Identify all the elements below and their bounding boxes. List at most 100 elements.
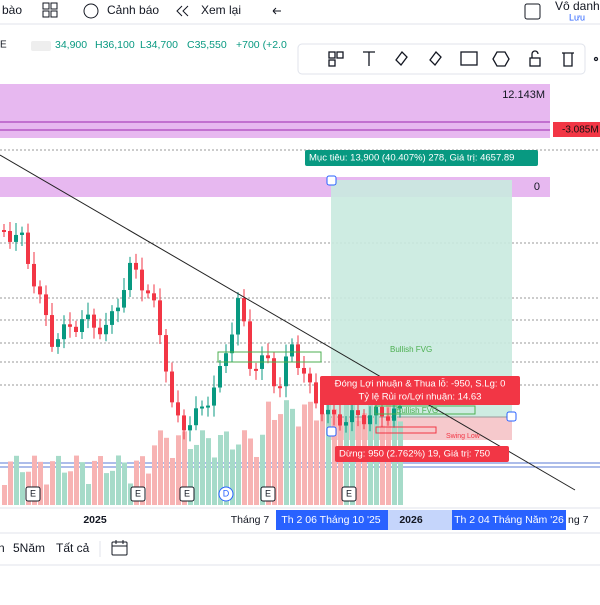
- volume-bar: [230, 449, 235, 505]
- volume-bar: [302, 404, 307, 505]
- volume-bar: [98, 456, 103, 505]
- candle-body: [344, 422, 348, 426]
- candle-body: [326, 409, 330, 415]
- volume-bar: [194, 444, 199, 505]
- candle-body: [248, 321, 252, 369]
- event-label: E: [265, 488, 271, 498]
- candle-body: [80, 319, 84, 332]
- candle-body: [284, 356, 288, 387]
- annotation: Bullish FVG: [396, 406, 438, 415]
- volume-bar: [62, 472, 67, 505]
- top-toolbar: bào Cảnh báo Xem lại Vô danh Lưu: [0, 0, 600, 25]
- event-label: E: [346, 488, 352, 498]
- candle-body: [20, 232, 24, 235]
- candle-body: [314, 382, 318, 404]
- range-button[interactable]: Tất cả: [56, 541, 90, 555]
- candle-body: [236, 298, 240, 335]
- volume-bar: [104, 473, 109, 505]
- candle-body: [50, 315, 54, 347]
- event-badge: [25, 486, 41, 502]
- volume-bar: [254, 456, 259, 505]
- candle-body: [116, 307, 120, 312]
- x-axis: 2025 Tháng 7 Th 2 06 Tháng 10 '25 2026 T…: [0, 507, 600, 532]
- candle-body: [56, 339, 60, 347]
- candle-body: [356, 410, 360, 416]
- volume-bar: [134, 460, 139, 505]
- event-label: E: [30, 488, 36, 498]
- candle-body: [170, 371, 174, 403]
- candle-body: [92, 314, 96, 328]
- candle-body: [200, 406, 204, 409]
- candle-body: [158, 300, 162, 336]
- toolbar-item[interactable]: Xem lại: [201, 3, 241, 17]
- event-badge: [260, 486, 276, 502]
- volume-bar: [332, 409, 337, 505]
- volume-bar: [44, 484, 49, 505]
- candle-body: [134, 262, 138, 270]
- volume-bar: [122, 462, 127, 505]
- candle-body: [98, 327, 102, 335]
- event-badge: [179, 486, 195, 502]
- candle-body: [110, 311, 114, 325]
- candle-body: [44, 294, 48, 316]
- candle-body: [296, 344, 300, 368]
- volume-bar: [212, 457, 217, 505]
- event-label: D: [223, 488, 230, 498]
- ohlc-close: C35,550: [187, 39, 227, 51]
- volume-bar: [380, 425, 385, 505]
- volume-bar: [146, 473, 151, 505]
- volume-bar: [14, 455, 19, 505]
- toolbar-item[interactable]: bào: [2, 3, 22, 17]
- volume-bar: [200, 430, 205, 505]
- candle-body: [152, 293, 156, 301]
- save-button[interactable]: Lưu: [569, 12, 585, 22]
- volume-bar: [20, 472, 25, 505]
- range-button[interactable]: n: [0, 541, 5, 555]
- toolbar-item[interactable]: Cảnh báo: [107, 3, 159, 17]
- x-label: Th 2 04 Tháng Năm '26: [454, 514, 564, 526]
- candle-body: [320, 403, 324, 415]
- candle-body: [368, 415, 372, 425]
- candle-body: [38, 286, 42, 295]
- volume-bar: [158, 430, 163, 505]
- volume-bar: [182, 431, 187, 505]
- range-button[interactable]: 5Năm: [13, 541, 45, 555]
- candle-body: [26, 232, 30, 264]
- candle-body: [8, 231, 12, 242]
- volume-bar: [218, 435, 223, 505]
- volume-bar: [116, 455, 121, 505]
- candle-body: [302, 367, 306, 374]
- user-name[interactable]: Vô danh: [555, 0, 600, 13]
- x-label: 2026: [399, 514, 423, 526]
- candle-body: [32, 263, 36, 287]
- volume-bar: [140, 456, 145, 505]
- candle-body: [266, 355, 270, 359]
- volume-bar: [296, 426, 301, 505]
- volume-bar: [206, 438, 211, 505]
- volume-bar: [278, 414, 283, 505]
- candle-body: [242, 298, 246, 322]
- marker-label: -3.085M: [562, 125, 599, 136]
- volume-bar: [56, 455, 61, 505]
- chart-area: Bullish FVG Bullish FVG Swing Low 12.143…: [0, 84, 600, 505]
- annotation: Swing Low: [446, 433, 481, 440]
- volume-bar: [320, 413, 325, 505]
- candle-body: [140, 269, 144, 291]
- candle-body: [14, 234, 18, 242]
- volume-bar: [74, 455, 79, 505]
- volume-bar: [224, 431, 229, 505]
- ohlc-open: 34,900: [55, 39, 87, 51]
- volume-bar: [176, 435, 181, 505]
- candle-body: [74, 326, 78, 332]
- candle-body: [224, 353, 228, 367]
- volume-bar: [398, 421, 403, 505]
- candle-body: [182, 415, 186, 431]
- volume-bar: [32, 455, 37, 505]
- candle-body: [212, 387, 216, 406]
- event-label: E: [184, 488, 190, 498]
- x-label: Tháng 7: [231, 514, 270, 526]
- target-label: Mục tiêu: 13,900 (40.407%) 278, Giá trị:…: [309, 153, 514, 164]
- candle-body: [392, 408, 396, 421]
- ohlc-high: H36,100: [95, 39, 135, 51]
- x-label: ng 7: [568, 514, 589, 526]
